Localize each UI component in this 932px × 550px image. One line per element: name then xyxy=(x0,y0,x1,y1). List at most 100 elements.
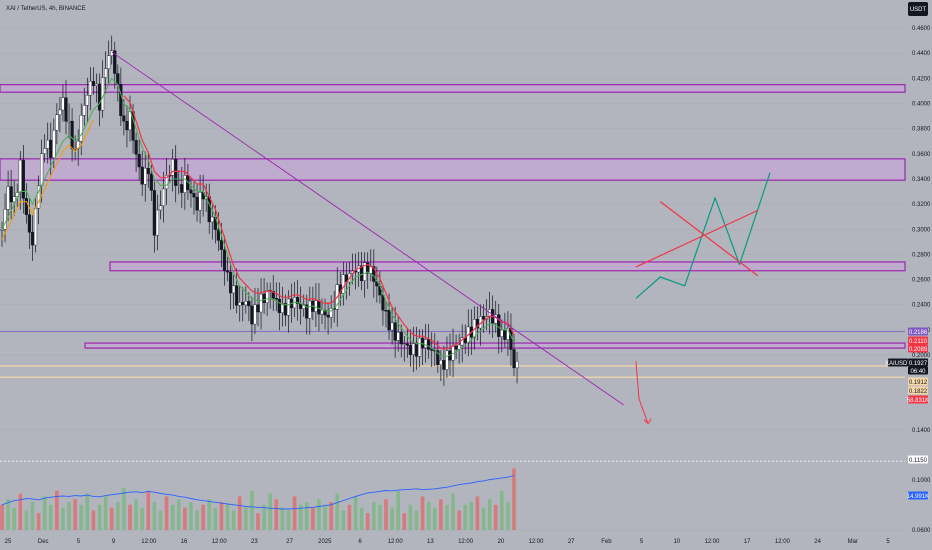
zones xyxy=(0,84,906,349)
candle-body xyxy=(43,148,47,154)
y-axis-tick-label: 0.1400 xyxy=(912,428,931,434)
volume-bar xyxy=(85,493,90,530)
volume-bar xyxy=(176,499,181,530)
x-axis[interactable]: 25 Dec 5 9 12:00 16 12:00 23 27 2025 6 12:00 13 12:00… xyxy=(5,539,891,545)
candle-body xyxy=(6,186,10,210)
x-axis-tick-label: 12:00 xyxy=(458,539,474,545)
y-axis-tick-label: 0.3600 xyxy=(912,152,931,158)
volume-bar xyxy=(103,496,108,530)
volume-bar xyxy=(256,513,260,530)
candle-body xyxy=(158,205,163,211)
candle-body xyxy=(137,154,141,168)
currency-badge-bg[interactable] xyxy=(908,2,928,16)
volume-bar xyxy=(323,504,327,530)
volume-bar xyxy=(18,493,23,530)
x-axis-tick-label: 10 xyxy=(673,539,680,545)
price-tag-bg xyxy=(908,377,928,386)
candle-body xyxy=(0,229,4,231)
x-axis-tick-label: 5 xyxy=(640,539,644,545)
currency-badge[interactable]: USDT xyxy=(910,7,927,13)
projection-red-line xyxy=(635,209,759,268)
candle-body xyxy=(79,115,83,142)
volume-bar xyxy=(335,493,340,530)
candle-body xyxy=(9,186,13,203)
x-axis-tick-label: 12:00 xyxy=(141,539,157,545)
candle-body xyxy=(128,111,132,131)
price-tag-label: 0.1912 xyxy=(909,380,928,386)
y-axis-tick-label: 0.2600 xyxy=(912,278,931,284)
candle-body xyxy=(500,329,504,337)
support-resistance-zone xyxy=(84,342,906,349)
volume-bar xyxy=(170,504,175,530)
candle-body xyxy=(384,310,388,312)
volume-bar xyxy=(426,502,431,530)
volume-bar xyxy=(329,502,333,530)
ema-orange-line xyxy=(1,119,94,240)
volume-bar xyxy=(475,496,480,530)
ema-green-line xyxy=(1,77,515,357)
candle-body xyxy=(372,266,376,282)
volume-bar xyxy=(12,507,16,530)
volume-bar xyxy=(0,504,4,530)
candle-body xyxy=(405,343,409,346)
price-tag-label: 06:40 xyxy=(910,369,926,375)
candle-body xyxy=(27,214,32,233)
volume-bar xyxy=(109,507,114,530)
volume-bar xyxy=(189,502,193,530)
symbol-title: XAI / TetherUS, 4h, BINANCE xyxy=(6,6,86,12)
x-axis-tick-label: Feb xyxy=(601,539,612,545)
x-axis-tick-label: 25 xyxy=(5,539,12,545)
candle-body xyxy=(222,249,227,271)
volume-bar xyxy=(286,510,291,530)
x-axis-tick-label: 2025 xyxy=(318,539,332,545)
price-tag-label: 0.1150 xyxy=(909,458,928,464)
candle-body xyxy=(100,77,105,111)
candle-body xyxy=(33,207,38,246)
volume-bar xyxy=(487,499,492,530)
volume-bar xyxy=(24,510,29,530)
y-axis-tick-label: 0.4000 xyxy=(912,102,931,108)
x-axis-tick-label: 12:00 xyxy=(212,539,228,545)
volume-bar xyxy=(463,504,468,530)
volume-bar xyxy=(469,502,474,530)
volume-bar xyxy=(500,490,504,530)
candle-body xyxy=(314,300,318,312)
y-axis-tick-label: 0.4400 xyxy=(912,51,931,57)
volume-bar xyxy=(445,504,449,530)
candle-body xyxy=(64,97,68,122)
projection-drawings xyxy=(635,172,771,425)
candle-body xyxy=(475,318,480,329)
candle-body xyxy=(402,343,406,346)
volume-bar xyxy=(158,510,163,530)
candle-body xyxy=(216,229,220,241)
candle-body xyxy=(262,293,266,303)
candle-body xyxy=(12,196,16,203)
y-axis[interactable]: 0.4600 0.4400 0.4200 0.4000 0.3800 0.3600 0.34… xyxy=(912,26,931,534)
volume-bar xyxy=(420,496,425,530)
candle-body xyxy=(280,303,284,313)
candle-body xyxy=(140,166,144,185)
x-axis-tick-label: 12:00 xyxy=(528,539,544,545)
x-axis-tick-label: 12:00 xyxy=(388,539,404,545)
volume-bar xyxy=(451,493,455,530)
volume-bar xyxy=(30,502,35,530)
candle-body xyxy=(225,270,230,273)
candle-body xyxy=(366,262,370,274)
volume-bar xyxy=(365,513,370,530)
volume-bar xyxy=(140,507,144,530)
price-tag-label: 0.1927 xyxy=(909,361,928,367)
candle-body xyxy=(152,190,156,236)
x-axis-tick-label: Mar xyxy=(848,539,858,545)
candle-body xyxy=(439,359,443,365)
y-axis-tick-label: 0.3000 xyxy=(912,227,931,233)
candle-body xyxy=(457,344,461,350)
descending-trendline xyxy=(111,51,624,406)
candle-body xyxy=(207,196,211,223)
candle-body xyxy=(228,271,233,294)
candle-body xyxy=(119,84,123,116)
price-tag-bg xyxy=(888,358,908,367)
candle-body xyxy=(97,83,102,111)
candle-body xyxy=(58,109,62,116)
